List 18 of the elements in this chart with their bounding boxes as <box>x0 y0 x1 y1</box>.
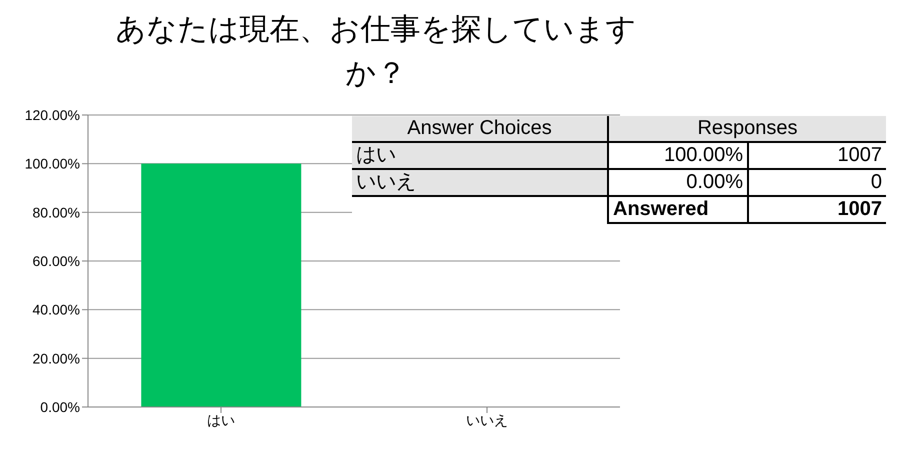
y-tick-label: 120.00% <box>24 106 80 123</box>
text: 1007 <box>838 198 882 220</box>
y-tick-label: 20.00% <box>32 350 80 366</box>
category-label: はい <box>356 144 396 166</box>
annotation: Answer Choices <box>352 116 608 142</box>
text: 1007 <box>838 144 882 166</box>
y-tick-label: 80.00% <box>32 204 80 220</box>
y-tick-label: 40.00% <box>32 302 80 318</box>
annotation: Answered <box>608 196 748 223</box>
text: 0.00% <box>686 171 743 193</box>
text: 100.00% <box>664 144 743 166</box>
chart-title: あなたは現在、お仕事を探していますか？ <box>114 12 638 92</box>
y-tick-label: 0.00% <box>40 398 80 415</box>
text: Responses <box>697 117 798 139</box>
y-tick-label: 100.00% <box>24 156 80 172</box>
category-label: いいえ <box>356 171 416 193</box>
y-tick-label: 60.00% <box>32 252 80 269</box>
text: 0 <box>870 171 882 193</box>
